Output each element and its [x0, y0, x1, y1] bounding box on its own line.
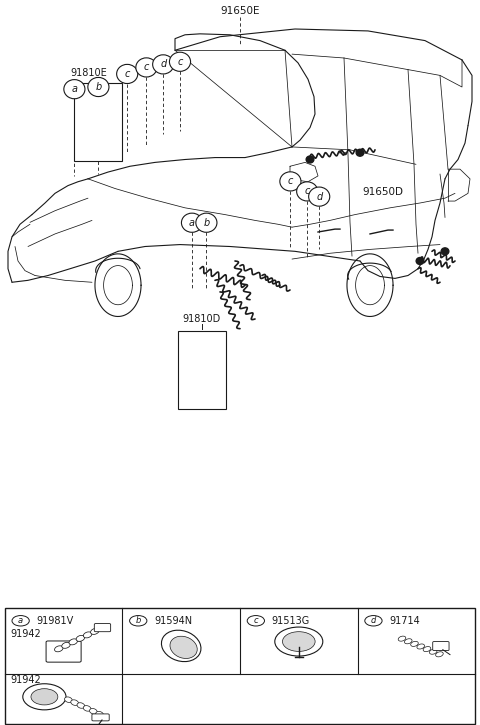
Text: 91810D: 91810D	[182, 314, 221, 324]
Text: 91650D: 91650D	[362, 187, 403, 197]
Text: 91513G: 91513G	[272, 616, 310, 626]
Text: 91942: 91942	[11, 675, 41, 684]
Circle shape	[130, 616, 147, 626]
Text: 91594N: 91594N	[154, 616, 192, 626]
Ellipse shape	[161, 630, 201, 662]
Text: a: a	[72, 84, 77, 94]
Text: c: c	[253, 616, 258, 625]
Circle shape	[441, 248, 449, 254]
Circle shape	[356, 149, 364, 156]
Ellipse shape	[170, 637, 197, 658]
Text: c: c	[124, 69, 130, 79]
FancyBboxPatch shape	[95, 624, 111, 631]
Circle shape	[117, 65, 138, 83]
Text: 91981V: 91981V	[36, 616, 74, 626]
Ellipse shape	[398, 636, 406, 641]
Circle shape	[297, 182, 318, 201]
Ellipse shape	[411, 642, 418, 647]
Text: c: c	[288, 176, 293, 186]
Bar	[178, 331, 226, 409]
Ellipse shape	[405, 639, 412, 644]
Text: 91650E: 91650E	[220, 6, 260, 16]
Circle shape	[153, 55, 174, 74]
Ellipse shape	[62, 642, 70, 648]
Circle shape	[23, 684, 66, 710]
Circle shape	[365, 616, 382, 626]
Circle shape	[309, 187, 330, 206]
Circle shape	[12, 616, 29, 626]
Ellipse shape	[430, 649, 437, 654]
Circle shape	[169, 52, 191, 71]
Circle shape	[136, 58, 157, 77]
Ellipse shape	[71, 700, 79, 705]
Circle shape	[31, 689, 58, 705]
Ellipse shape	[83, 705, 91, 711]
Text: d: d	[371, 616, 376, 625]
Text: b: b	[135, 616, 141, 625]
Circle shape	[280, 172, 301, 191]
Ellipse shape	[436, 652, 443, 657]
Text: c: c	[177, 57, 183, 67]
FancyBboxPatch shape	[92, 714, 109, 721]
Ellipse shape	[91, 629, 99, 634]
Bar	[5, 608, 475, 724]
Text: 91714: 91714	[389, 616, 420, 626]
Circle shape	[88, 78, 109, 96]
Circle shape	[306, 156, 314, 163]
Circle shape	[247, 616, 264, 626]
Circle shape	[282, 631, 315, 651]
Text: 91810E: 91810E	[71, 68, 107, 78]
Text: c: c	[144, 62, 149, 72]
Ellipse shape	[55, 646, 63, 652]
Text: b: b	[203, 218, 210, 228]
Text: a: a	[18, 616, 23, 625]
Ellipse shape	[84, 632, 92, 638]
Ellipse shape	[89, 708, 97, 714]
Circle shape	[196, 213, 217, 232]
Ellipse shape	[96, 711, 104, 717]
FancyBboxPatch shape	[433, 642, 449, 650]
Circle shape	[181, 213, 203, 232]
Ellipse shape	[423, 647, 431, 652]
Ellipse shape	[76, 635, 84, 642]
Text: a: a	[189, 218, 195, 228]
Text: d: d	[160, 59, 167, 70]
Text: b: b	[95, 82, 102, 92]
Text: c: c	[304, 186, 310, 196]
Ellipse shape	[77, 703, 85, 708]
Ellipse shape	[64, 697, 72, 703]
Circle shape	[64, 80, 85, 99]
Ellipse shape	[417, 644, 424, 649]
FancyBboxPatch shape	[46, 641, 81, 662]
Circle shape	[275, 627, 323, 656]
Text: d: d	[316, 191, 323, 202]
Circle shape	[416, 257, 424, 265]
Text: 91942: 91942	[11, 629, 41, 639]
Bar	[74, 83, 122, 161]
Ellipse shape	[69, 639, 77, 645]
